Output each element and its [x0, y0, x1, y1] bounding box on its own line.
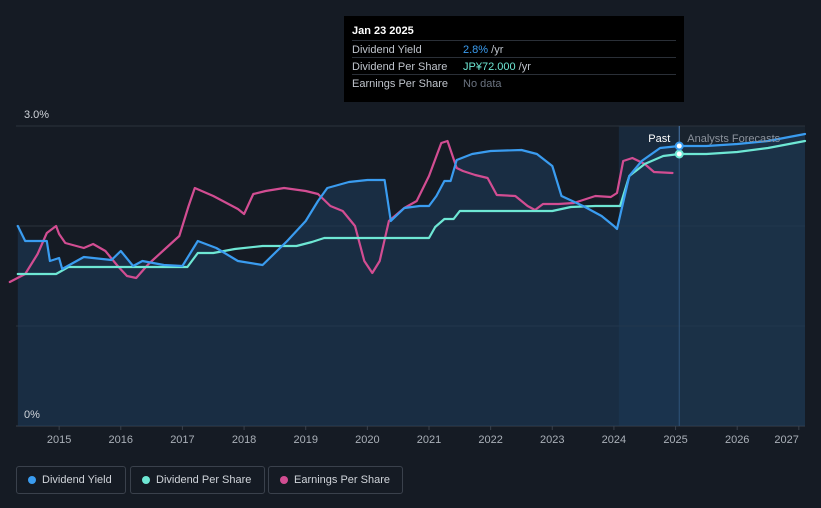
tooltip-row-earnings-per-share: Earnings Per Share No data — [352, 74, 676, 92]
series-marker-dividend-yield — [674, 141, 684, 151]
forecast-label: Analysts Forecasts — [687, 133, 780, 145]
x-tick-label: 2016 — [109, 434, 133, 446]
x-tick-label: 2020 — [355, 434, 379, 446]
legend-label: Dividend Per Share — [156, 474, 252, 486]
series-marker-dividend-per-share — [674, 149, 684, 159]
tooltip-label: Earnings Per Share — [352, 78, 448, 90]
x-tick-label: 2027 — [774, 434, 798, 446]
tooltip-row-dividend-yield: Dividend Yield 2.8% /yr — [352, 40, 676, 58]
x-tick-label: 2017 — [170, 434, 194, 446]
legend-label: Dividend Yield — [42, 474, 112, 486]
legend-dot-icon — [142, 476, 150, 484]
x-tick-label: 2022 — [478, 434, 502, 446]
y-tick-label: 0% — [24, 409, 40, 421]
x-tick-label: 2018 — [232, 434, 256, 446]
legend-earnings-per-share[interactable]: Earnings Per Share — [268, 466, 403, 494]
legend-dot-icon — [280, 476, 288, 484]
tooltip-label: Dividend Yield — [352, 44, 422, 56]
legend-dividend-yield[interactable]: Dividend Yield — [16, 466, 126, 494]
series-line-dividend-per-share — [16, 139, 807, 276]
tooltip-date: Jan 23 2025 — [352, 25, 414, 37]
x-tick-label: 2015 — [47, 434, 71, 446]
legend-dividend-per-share[interactable]: Dividend Per Share — [130, 466, 265, 494]
tooltip-label: Dividend Per Share — [352, 61, 448, 73]
x-tick-label: 2021 — [417, 434, 441, 446]
x-tick-label: 2025 — [663, 434, 687, 446]
x-tick-label: 2023 — [540, 434, 564, 446]
legend-dot-icon — [28, 476, 36, 484]
tooltip-unit: /yr — [488, 44, 504, 56]
legend-label: Earnings Per Share — [294, 474, 390, 486]
tooltip-value: No data — [463, 78, 502, 90]
tooltip-value: JP¥72.000 — [463, 61, 516, 73]
series-line-earnings-per-share — [8, 139, 674, 284]
series-line-dividend-yield — [16, 132, 807, 271]
tooltip-value: 2.8% — [463, 44, 489, 56]
x-tick-label: 2026 — [725, 434, 749, 446]
past-label: Past — [648, 133, 670, 145]
tooltip-row-dividend-per-share: Dividend Per Share JP¥72.000 /yr — [352, 57, 676, 75]
x-tick-label: 2024 — [602, 434, 626, 446]
chart-tooltip: Jan 23 2025 Dividend Yield 2.8% /yr Divi… — [344, 16, 684, 102]
dividend-yield-area — [17, 134, 806, 426]
y-tick-label: 3.0% — [24, 109, 49, 121]
tooltip-unit: /yr — [515, 61, 531, 73]
x-tick-label: 2019 — [293, 434, 317, 446]
